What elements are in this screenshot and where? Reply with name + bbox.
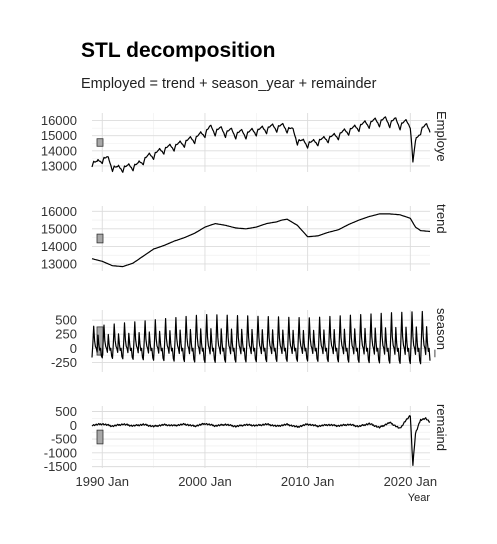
- strip-label: Employe: [434, 111, 449, 162]
- y-tick-label: 14000: [41, 239, 77, 254]
- x-tick-label: 2010 Jan: [281, 474, 335, 489]
- x-tick-label: 2020 Jan: [384, 474, 438, 489]
- y-tick-label: 14000: [41, 143, 77, 158]
- series-line-remainder: [91, 415, 431, 466]
- x-axis-title: Year: [408, 492, 431, 504]
- x-tick-label: 1990 Jan: [76, 474, 130, 489]
- x-tick-label: 2000 Jan: [178, 474, 232, 489]
- scale-bar: [96, 233, 104, 244]
- scale-bar: [96, 138, 104, 147]
- chart-title: STL decomposition: [81, 39, 275, 62]
- y-tick-label: 16000: [41, 204, 77, 219]
- y-tick-label: 13000: [41, 256, 77, 271]
- chart-subtitle: Employed = trend + season_year + remaind…: [81, 76, 377, 92]
- y-tick-label: -1000: [44, 445, 77, 460]
- y-tick-label: 500: [55, 404, 77, 419]
- scale-bar: [96, 429, 104, 445]
- y-tick-label: -500: [51, 432, 77, 447]
- strip-label: remaind: [434, 404, 449, 451]
- y-tick-label: 16000: [41, 113, 77, 128]
- x-axis: 1990 Jan 2000 Jan 2010 Jan 2020 Jan: [76, 474, 438, 489]
- y-tick-label: 250: [55, 327, 77, 342]
- y-tick-label: 500: [55, 313, 77, 328]
- y-tick-label: 15000: [41, 221, 77, 236]
- y-tick-label: 0: [70, 341, 77, 356]
- y-tick-label: -1500: [44, 459, 77, 474]
- panel-trend: 13000 14000 15000 16000 trend: [41, 204, 449, 272]
- strip-label: trend: [434, 204, 449, 234]
- series-line-trend: [91, 213, 431, 268]
- strip-label: season_: [434, 308, 449, 358]
- y-tick-label: -250: [51, 355, 77, 370]
- y-tick-label: 0: [70, 418, 77, 433]
- series-line-season_year: [91, 310, 431, 365]
- y-tick-label: 13000: [41, 158, 77, 173]
- series-line-Employed: [91, 116, 431, 173]
- y-tick-label: 15000: [41, 128, 77, 143]
